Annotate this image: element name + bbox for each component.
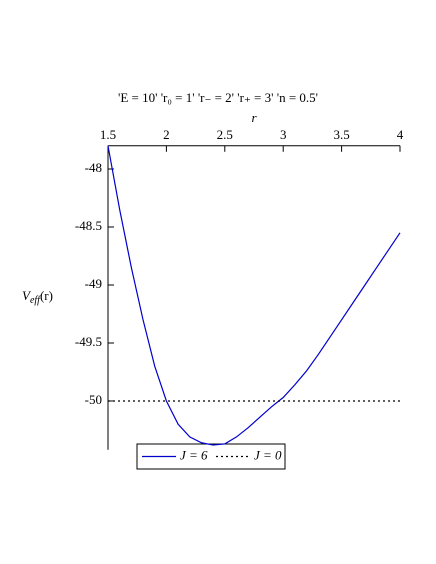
y-tick-label: -49.5 xyxy=(75,334,102,349)
x-tick-label: 4 xyxy=(397,127,404,142)
x-tick-label: 1.5 xyxy=(100,127,116,142)
y-label-rest: (r) xyxy=(40,288,53,303)
y-tick-label: -48.5 xyxy=(75,218,102,233)
x-tick-label: 3.5 xyxy=(333,127,349,142)
y-tick-label: -49 xyxy=(85,276,102,291)
x-tick-label: 2 xyxy=(163,127,170,142)
y-label-sub: eff xyxy=(30,295,41,306)
y-axis-label: Veff(r) xyxy=(22,288,53,306)
y-tick-label: -50 xyxy=(85,392,102,407)
y-label-base: V xyxy=(22,288,32,303)
x-tick-label: 3 xyxy=(280,127,287,142)
y-tick-label: -48 xyxy=(85,160,102,175)
chart-title: 'E = 10' 'r₀ = 1' 'r₋ = 2' 'r₊ = 3' 'n =… xyxy=(118,90,318,105)
x-tick-label: 2.5 xyxy=(217,127,233,142)
series-line xyxy=(107,145,401,446)
x-axis-label: r xyxy=(251,110,257,125)
legend-label: J = 0 xyxy=(254,447,282,462)
legend-label: J = 6 xyxy=(180,447,208,462)
